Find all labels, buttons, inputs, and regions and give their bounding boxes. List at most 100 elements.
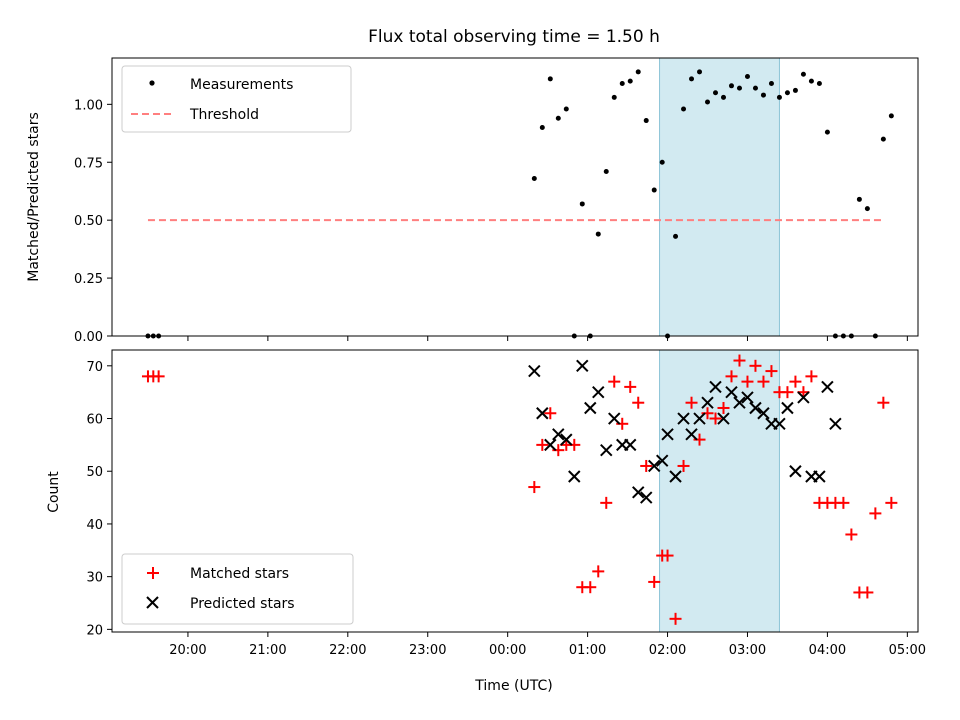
measurement-point	[539, 125, 545, 130]
predicted-star-point	[829, 417, 842, 431]
x-tick-label: 02:00	[649, 643, 686, 658]
measurement-point	[713, 90, 719, 96]
measurement-point	[856, 196, 862, 202]
matched-star-point	[837, 496, 850, 509]
predicted-star-point	[600, 443, 613, 457]
x-tick-label: 01:00	[569, 643, 606, 658]
measurement-point	[619, 80, 625, 86]
x-tick-label: 05:00	[889, 643, 926, 658]
measurement-point	[752, 85, 758, 91]
matched-star-point	[592, 565, 605, 578]
matched-star-point	[869, 507, 882, 520]
panel-bottom-y-ticks: 20 30 40 50 60 70	[86, 360, 112, 638]
y-tick-label: 0.25	[74, 272, 103, 287]
measurement-point	[627, 78, 633, 84]
y-tick-label: 0.75	[74, 156, 103, 171]
x-tick-label: 20:00	[169, 643, 206, 658]
predicted-star-point	[560, 433, 573, 446]
predicted-star-point	[632, 486, 645, 499]
predicted-star-point	[624, 438, 637, 452]
panel-bottom: 20 30 40 50 60 70 20:00 21:00 22:00 23:00 00:00 01…	[46, 349, 926, 694]
predicted-star-point	[592, 385, 605, 399]
x-tick-label: 21:00	[249, 643, 286, 658]
matched-star-point	[677, 459, 690, 472]
measurement-point	[864, 206, 870, 212]
matched-star-point	[741, 375, 754, 388]
predicted-star-point	[797, 391, 810, 404]
matched-star-point	[709, 412, 722, 425]
matched-star-point	[552, 444, 565, 457]
matched-star-point	[789, 375, 802, 388]
measurement-point	[579, 201, 585, 207]
predicted-star-point	[781, 401, 794, 415]
predicted-star-point	[757, 407, 770, 420]
y-tick-label: 0.00	[74, 330, 103, 345]
x-tick-label: 23:00	[409, 643, 446, 658]
measurement-point	[635, 69, 641, 75]
x-tick-label: 04:00	[809, 643, 846, 658]
matched-star-point	[845, 528, 858, 541]
matched-star-point	[733, 354, 746, 367]
measurement-point	[816, 80, 822, 86]
predicted-star-point	[821, 380, 834, 394]
predicted-star-point	[669, 470, 682, 483]
predicted-star-point	[528, 364, 541, 378]
predicted-star-point	[544, 438, 557, 452]
measurement-point	[697, 69, 703, 75]
matched-star-point	[685, 396, 698, 409]
y-tick-label: 50	[86, 465, 103, 480]
measurement-point	[776, 94, 782, 100]
predicted-stars-points	[528, 359, 842, 504]
predicted-star-point	[584, 401, 597, 415]
legend-threshold-label: Threshold	[189, 107, 259, 123]
predicted-star-point	[789, 465, 802, 478]
measurement-point	[681, 106, 687, 112]
panel-top-shaded-span	[659, 57, 780, 337]
measurement-point	[611, 94, 617, 100]
panel-top-y-ticks: 0.00 0.25 0.50 0.75 1.00	[74, 98, 112, 345]
matched-star-point	[608, 375, 621, 388]
measurement-point	[705, 99, 711, 105]
y-tick-label: 60	[86, 413, 103, 428]
matched-stars-points	[141, 354, 898, 625]
chart-title: Flux total observing time = 1.50 h	[368, 27, 660, 47]
matched-star-point	[528, 481, 541, 494]
legend-plus-icon	[147, 567, 159, 579]
legend-top: Measurements Threshold	[121, 65, 352, 133]
legend-dot-icon	[149, 80, 155, 86]
y-tick-label: 30	[86, 571, 103, 586]
y-tick-label: 1.00	[74, 98, 103, 113]
panel-bottom-y-label: Count	[46, 471, 62, 513]
predicted-star-point	[685, 428, 698, 441]
predicted-star-point	[608, 412, 621, 425]
measurement-point	[768, 80, 774, 86]
predicted-star-point	[693, 412, 706, 425]
measurements-points	[145, 69, 894, 339]
measurement-point	[651, 187, 657, 193]
measurement-point	[673, 233, 679, 239]
matched-star-point	[757, 375, 770, 388]
predicted-star-point	[725, 385, 738, 399]
measurement-point	[760, 92, 766, 98]
predicted-star-point	[536, 407, 549, 420]
panel-top: 0.00 0.25 0.50 0.75 1.00 Matched/Predicted s…	[26, 57, 919, 345]
x-axis-label: Time (UTC)	[474, 678, 552, 694]
matched-star-point	[584, 581, 597, 594]
legend-measurements-label: Measurements	[190, 77, 293, 93]
x-tick-label: 03:00	[729, 643, 766, 658]
matched-star-point	[544, 407, 557, 420]
predicted-star-point	[568, 470, 581, 483]
y-tick-label: 70	[86, 360, 103, 375]
measurement-point	[563, 106, 569, 112]
matched-star-point	[717, 401, 730, 414]
x-tick-label: 22:00	[329, 643, 366, 658]
measurement-point	[744, 74, 750, 80]
predicted-star-point	[733, 396, 746, 409]
matched-star-point	[805, 370, 818, 383]
matched-star-point	[661, 549, 674, 562]
matched-star-point	[624, 380, 637, 393]
predicted-star-point	[648, 459, 661, 473]
panel-bottom-x-ticks: 20:00 21:00 22:00 23:00 00:00 01:00 02:00 03:00…	[169, 632, 926, 658]
matched-star-point	[725, 370, 738, 383]
